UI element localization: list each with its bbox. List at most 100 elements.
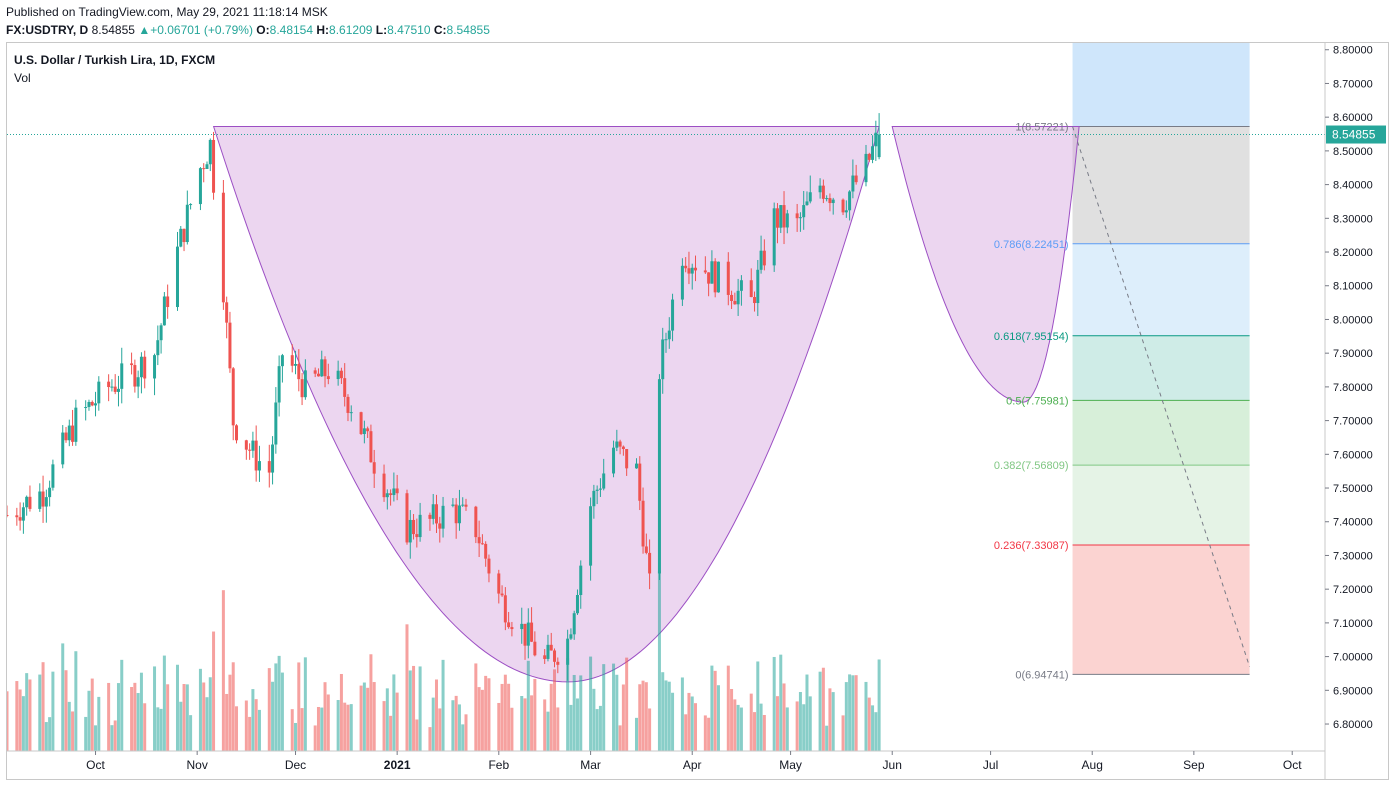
candle-body [775,208,779,228]
volume-bar [136,693,140,751]
volume-bar [349,704,353,751]
candle-body [795,213,799,219]
volume-bar [756,661,760,751]
x-tick-label: Apr [683,758,702,772]
candle-body [389,493,393,496]
volume-bar [808,696,812,751]
volume-bar [802,704,806,751]
y-tick-label: 7.90000 [1333,348,1373,360]
volume-bar [166,684,170,751]
candle-body [431,504,435,519]
volume-bar [602,664,606,751]
candle-body [507,622,511,628]
volume-bar [235,706,239,751]
volume-bar [418,666,422,751]
volume-legend: Vol [14,71,31,85]
candle-body [205,164,209,169]
volume-bar [320,707,324,751]
volume-bar [323,682,327,751]
candle-body [61,432,65,465]
candle-body [461,504,465,506]
candle-body [592,490,596,507]
x-tick-label: Feb [488,758,509,772]
candle-body [343,378,347,397]
candle-body [41,491,45,507]
volume-bar [661,672,665,751]
volume-bar [543,699,547,751]
candle-body [451,504,455,506]
candle-body [320,359,324,377]
volume-bar [244,700,248,751]
volume-bar [566,658,570,751]
volume-bar [395,692,399,751]
candle-body [392,488,396,496]
volume-bar [684,714,688,751]
fib-level-label: 0.5(7.75981) [1006,395,1068,407]
price-change: +0.06701 (+0.79%) [150,23,253,37]
volume-bar [225,693,229,751]
y-tick-label: 7.60000 [1333,449,1373,461]
volume-bar [848,674,852,751]
volume-bar [97,696,101,751]
volume-bar [297,662,301,751]
volume-bar [139,672,143,751]
candle-body [362,428,366,435]
candle-body [575,595,579,614]
candle-body [533,641,537,656]
volume-bar [510,707,514,751]
y-tick-label: 7.50000 [1333,483,1373,495]
volume-bar [828,688,832,751]
volume-bar [438,708,442,751]
candle-body [556,661,560,665]
candle-body [159,325,163,341]
candle-body [657,379,661,574]
candle-body [543,655,547,659]
candles [7,113,881,681]
volume-bar [844,682,848,751]
volume-bar [687,692,691,751]
volume-bar [25,673,29,751]
volume-bar [707,717,711,751]
volume-bar [280,672,284,751]
volume-bar [667,681,671,751]
volume-bar [854,675,858,751]
x-tick-label: Mar [580,758,601,772]
volume-bar [612,663,616,751]
candle-body [366,428,370,432]
volume-bar [641,680,645,751]
volume-bar [51,671,55,751]
volume-bar [326,694,330,751]
volume-bar [185,684,189,751]
volume-bar [589,656,593,751]
candle-body [569,634,573,639]
y-tick-label: 8.60000 [1333,112,1373,124]
candle-body [661,339,665,380]
candle-body [267,461,271,473]
volume-bar [428,727,432,751]
volume-bar [431,697,435,751]
volume-bar [530,695,534,751]
candle-body [198,168,202,205]
volume-bar [749,693,753,751]
volume-bar [785,707,789,751]
volume-bar [480,689,484,751]
volume-bar [753,712,757,751]
candle-body [648,552,652,574]
volume-bar [434,679,438,751]
candle-body [349,412,353,414]
candle-body [707,272,711,284]
candle-body [235,425,239,441]
volume-bar [805,674,809,751]
candle-body [782,205,786,228]
fib-level-label: 0(6.94741) [1015,669,1068,681]
candle-body [480,543,484,545]
volume-bar [598,705,602,751]
last-price-tag-label: 8.54855 [1332,128,1376,142]
candle-body [805,201,809,206]
up-arrow-icon: ▲ [138,23,151,37]
candle-body [441,505,445,529]
volume-bar [671,692,675,751]
volume-bar [316,706,320,751]
candle-body [277,366,281,403]
